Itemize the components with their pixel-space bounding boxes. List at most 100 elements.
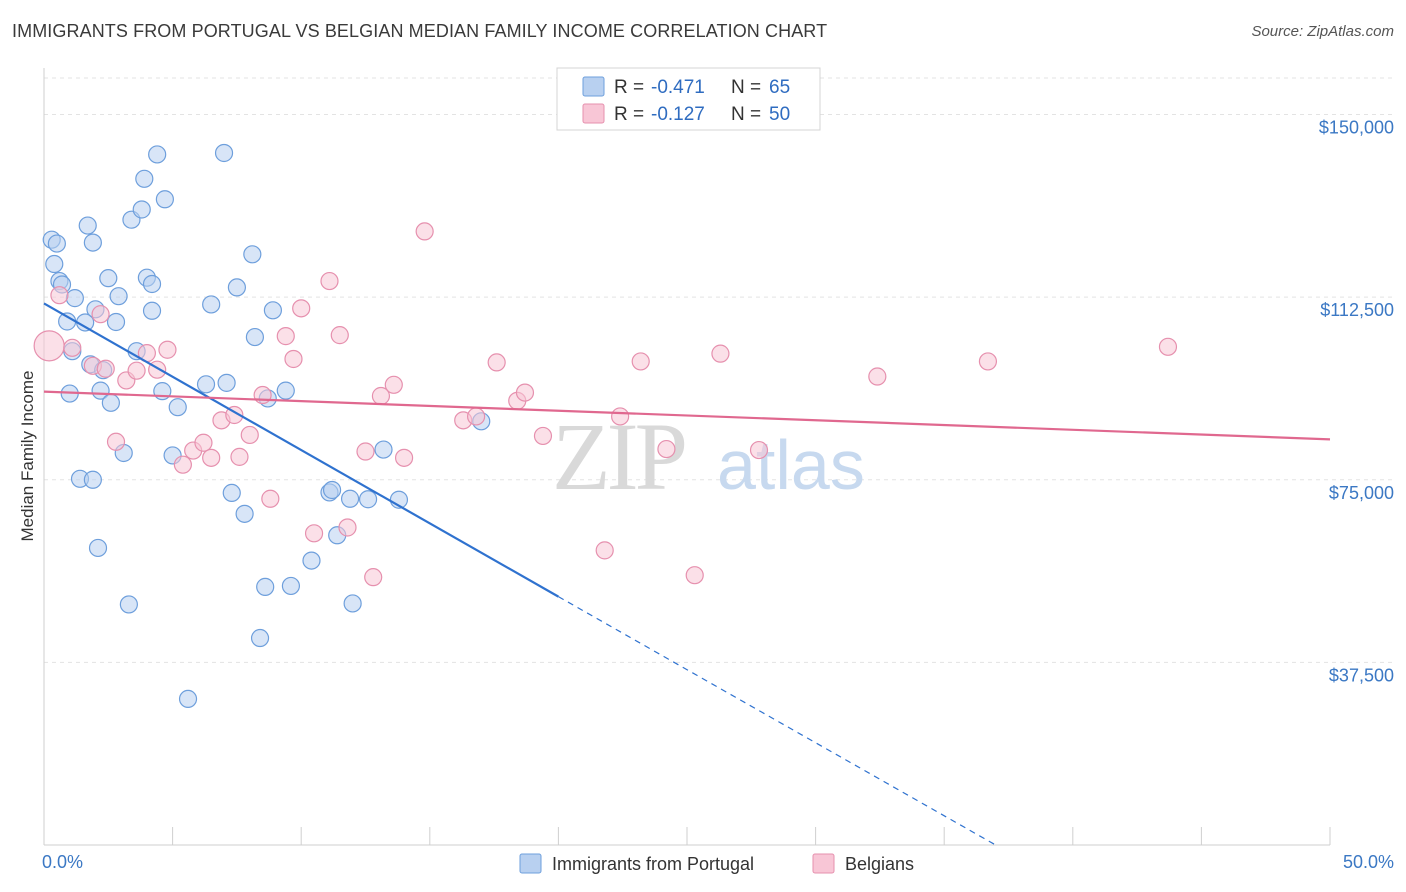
belgians-point bbox=[868, 367, 887, 386]
portugal-point bbox=[243, 245, 262, 264]
portugal-point bbox=[142, 274, 162, 294]
portugal-point bbox=[222, 483, 241, 503]
belgians-point bbox=[595, 541, 614, 560]
belgians-point bbox=[276, 327, 295, 346]
portugal-point bbox=[281, 576, 301, 596]
chart-title: IMMIGRANTS FROM PORTUGAL VS BELGIAN MEDI… bbox=[12, 21, 828, 41]
legend-n-label-2: N = bbox=[731, 104, 761, 125]
portugal-point bbox=[168, 398, 187, 417]
belgians-point bbox=[978, 352, 998, 371]
belgians-point bbox=[711, 344, 730, 363]
belgians-point bbox=[230, 447, 249, 466]
portugal-point bbox=[227, 278, 246, 297]
portugal-point bbox=[196, 375, 216, 394]
belgians-point bbox=[330, 326, 349, 345]
belgians-point bbox=[261, 489, 280, 508]
belgians-point bbox=[320, 271, 339, 291]
belgians-point bbox=[515, 383, 535, 402]
y-tick-labels: $37,500 $75,000 $112,500 $150,000 bbox=[1319, 118, 1394, 686]
portugal-point bbox=[245, 327, 265, 347]
portugal-point bbox=[47, 234, 66, 253]
grid-lines bbox=[44, 77, 1394, 663]
source-label: Source: ZipAtlas.com bbox=[1251, 23, 1394, 40]
belgians-trend-line bbox=[43, 390, 1331, 441]
belgians-point bbox=[415, 222, 434, 241]
legend-n-value-1: 65 bbox=[769, 77, 790, 98]
portugal-trend-line bbox=[43, 302, 559, 598]
y-tick-label: $112,500 bbox=[1320, 300, 1394, 320]
portugal-point bbox=[250, 628, 270, 648]
portugal-point bbox=[155, 190, 174, 209]
belgians-point bbox=[611, 407, 630, 426]
belgians-point bbox=[240, 425, 259, 445]
belgians-point bbox=[364, 568, 383, 587]
bottom-legend-label-belgians: Belgians bbox=[845, 854, 914, 874]
legend-swatch-belgians bbox=[582, 103, 605, 124]
portugal-point bbox=[142, 301, 162, 320]
watermark: ZIP atlas bbox=[552, 403, 865, 510]
belgians-point bbox=[158, 340, 177, 359]
belgians-point bbox=[304, 524, 324, 543]
portugal-point bbox=[263, 301, 283, 320]
portugal-point bbox=[78, 216, 97, 235]
belgians-point bbox=[384, 375, 403, 394]
portugal-point bbox=[119, 595, 138, 614]
belgians-point bbox=[96, 359, 115, 378]
belgians-point bbox=[394, 448, 414, 467]
portugal-point bbox=[45, 254, 64, 274]
belgians-point bbox=[338, 518, 357, 537]
portugal-point bbox=[214, 143, 234, 163]
portugal-point bbox=[340, 489, 360, 508]
portugal-point bbox=[374, 440, 393, 459]
portugal-trend-extension bbox=[558, 596, 996, 846]
bottom-legend: Immigrants from Portugal Belgians bbox=[519, 853, 914, 874]
portugal-point bbox=[83, 233, 102, 252]
x-tick-max: 50.0% bbox=[1343, 852, 1394, 872]
belgians-point bbox=[284, 349, 303, 369]
x-tick-min: 0.0% bbox=[42, 852, 83, 872]
y-tick-label: $150,000 bbox=[1319, 118, 1394, 138]
portugal-point bbox=[99, 269, 118, 288]
portugal-point bbox=[135, 169, 154, 188]
belgians-point bbox=[533, 426, 553, 446]
legend-r-value-1: -0.471 bbox=[651, 77, 705, 98]
portugal-point bbox=[302, 551, 321, 570]
portugal-point bbox=[235, 504, 254, 523]
portugal-point bbox=[343, 594, 362, 613]
legend-n-label-1: N = bbox=[731, 77, 761, 98]
belgians-point bbox=[685, 566, 704, 585]
belgians-point bbox=[194, 433, 213, 452]
belgians-point bbox=[1158, 337, 1178, 356]
belgians-point bbox=[50, 286, 69, 305]
portugal-point bbox=[83, 470, 102, 489]
y-tick-label: $37,500 bbox=[1329, 665, 1394, 685]
belgians-point bbox=[749, 440, 769, 460]
belgians-point bbox=[33, 330, 65, 362]
belgians-point bbox=[63, 338, 82, 357]
belgians-point bbox=[202, 448, 221, 467]
legend-r-value-2: -0.127 bbox=[651, 104, 705, 125]
portugal-point bbox=[148, 145, 167, 164]
portugal-point bbox=[322, 480, 342, 500]
series-belgians-points bbox=[33, 222, 1178, 587]
legend: R = -0.471 N = 65 R = -0.127 N = 50 bbox=[556, 67, 821, 131]
belgians-point bbox=[106, 432, 126, 451]
belgians-point bbox=[292, 299, 311, 318]
belgians-point bbox=[127, 361, 146, 380]
legend-r-label-1: R = bbox=[614, 77, 644, 98]
portugal-point bbox=[132, 200, 151, 219]
portugal-point bbox=[109, 287, 128, 306]
portugal-point bbox=[358, 490, 378, 509]
watermark-atlas: atlas bbox=[717, 426, 865, 504]
portugal-point bbox=[217, 373, 236, 392]
bottom-legend-swatch-belgians bbox=[812, 853, 835, 874]
portugal-point bbox=[178, 689, 198, 709]
axes bbox=[43, 68, 1331, 846]
trend-lines bbox=[43, 302, 1331, 846]
legend-n-value-2: 50 bbox=[769, 104, 790, 125]
belgians-point bbox=[356, 442, 375, 461]
portugal-point bbox=[101, 393, 120, 412]
y-axis-label: Median Family Income bbox=[18, 370, 37, 541]
belgians-point bbox=[487, 353, 506, 372]
